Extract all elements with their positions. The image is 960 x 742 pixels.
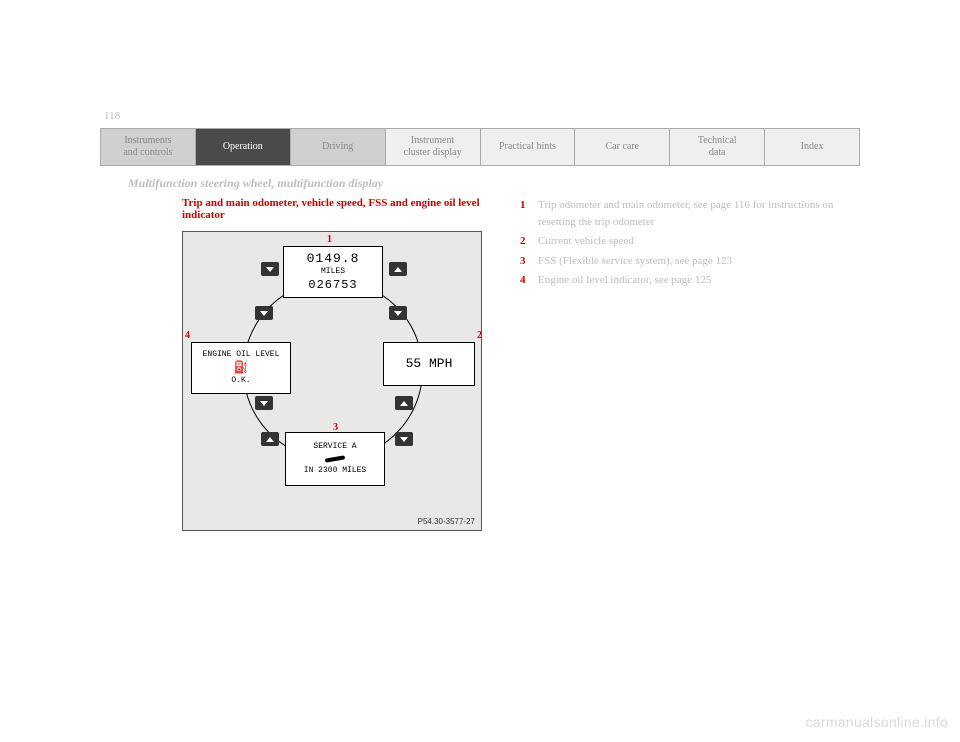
- fss-title: SERVICE A: [313, 442, 356, 452]
- arrow-down-icon: [389, 306, 407, 320]
- legend-number: 3: [520, 253, 530, 270]
- legend-text: Trip odometer and main odometer, see pag…: [538, 197, 850, 230]
- arrow-down-icon: [255, 306, 273, 320]
- diagram-reference: P54.30-3577-27: [418, 517, 475, 526]
- fss-display: SERVICE A IN 2300 MILES: [285, 432, 385, 486]
- trip-odometer-value: 0149.8: [307, 251, 360, 268]
- speed-display: 55 MPH: [383, 342, 475, 386]
- oil-title: ENGINE OIL LEVEL: [203, 350, 280, 360]
- oil-level-display: ENGINE OIL LEVEL ⛽ O.K.: [191, 342, 291, 394]
- callout-3: 3: [333, 422, 338, 433]
- tab-instrument-cluster[interactable]: Instrumentcluster display: [386, 129, 481, 165]
- callout-1: 1: [327, 234, 332, 245]
- arrow-down-icon: [395, 432, 413, 446]
- odometer-unit: MILES: [321, 267, 345, 277]
- legend-item: 1 Trip odometer and main odometer, see p…: [520, 197, 850, 230]
- oil-can-icon: ⛽: [234, 360, 249, 376]
- tab-car-care[interactable]: Car care: [575, 129, 670, 165]
- callout-4: 4: [185, 330, 190, 341]
- page-number: 118: [104, 110, 120, 122]
- tab-operation[interactable]: Operation: [196, 129, 291, 165]
- display-cycle-diagram: 0149.8 MILES 026753 55 MPH SERVICE A IN …: [182, 231, 482, 531]
- tab-practical-hints[interactable]: Practical hints: [481, 129, 576, 165]
- callout-2: 2: [477, 330, 482, 341]
- tab-driving[interactable]: Driving: [291, 129, 386, 165]
- wrench-icon: [323, 454, 347, 464]
- legend-number: 4: [520, 272, 530, 289]
- content-row: Trip and main odometer, vehicle speed, F…: [182, 197, 860, 531]
- tab-technical-data[interactable]: Technicaldata: [670, 129, 765, 165]
- right-column: 1 Trip odometer and main odometer, see p…: [520, 197, 850, 531]
- legend-item: 2 Current vehicle speed: [520, 233, 850, 250]
- legend-item: 4 Engine oil level indicator, see page 1…: [520, 272, 850, 289]
- arrow-up-icon: [389, 262, 407, 276]
- nav-tabs: Instrumentsand controls Operation Drivin…: [100, 128, 860, 166]
- legend-number: 1: [520, 197, 530, 230]
- fss-miles: IN 2300 MILES: [304, 466, 366, 476]
- arrow-up-icon: [395, 396, 413, 410]
- arrow-down-icon: [255, 396, 273, 410]
- watermark: carmanualsonline.info: [806, 714, 949, 730]
- speed-value: 55 MPH: [406, 356, 453, 373]
- legend-text: Current vehicle speed: [538, 233, 850, 250]
- legend-text: FSS (Flexible service system), see page …: [538, 253, 850, 270]
- manual-page: Instrumentsand controls Operation Drivin…: [100, 128, 860, 531]
- main-odometer-value: 026753: [308, 278, 357, 294]
- oil-status: O.K.: [231, 376, 250, 386]
- legend-text: Engine oil level indicator, see page 125: [538, 272, 850, 289]
- legend-item: 3 FSS (Flexible service system), see pag…: [520, 253, 850, 270]
- tab-instruments[interactable]: Instrumentsand controls: [101, 129, 196, 165]
- legend-number: 2: [520, 233, 530, 250]
- odometer-display: 0149.8 MILES 026753: [283, 246, 383, 298]
- tab-index[interactable]: Index: [765, 129, 859, 165]
- arrow-down-icon: [261, 262, 279, 276]
- section-title: Multifunction steering wheel, multifunct…: [128, 176, 860, 191]
- arrow-up-icon: [261, 432, 279, 446]
- heading: Trip and main odometer, vehicle speed, F…: [182, 197, 502, 221]
- left-column: Trip and main odometer, vehicle speed, F…: [182, 197, 502, 531]
